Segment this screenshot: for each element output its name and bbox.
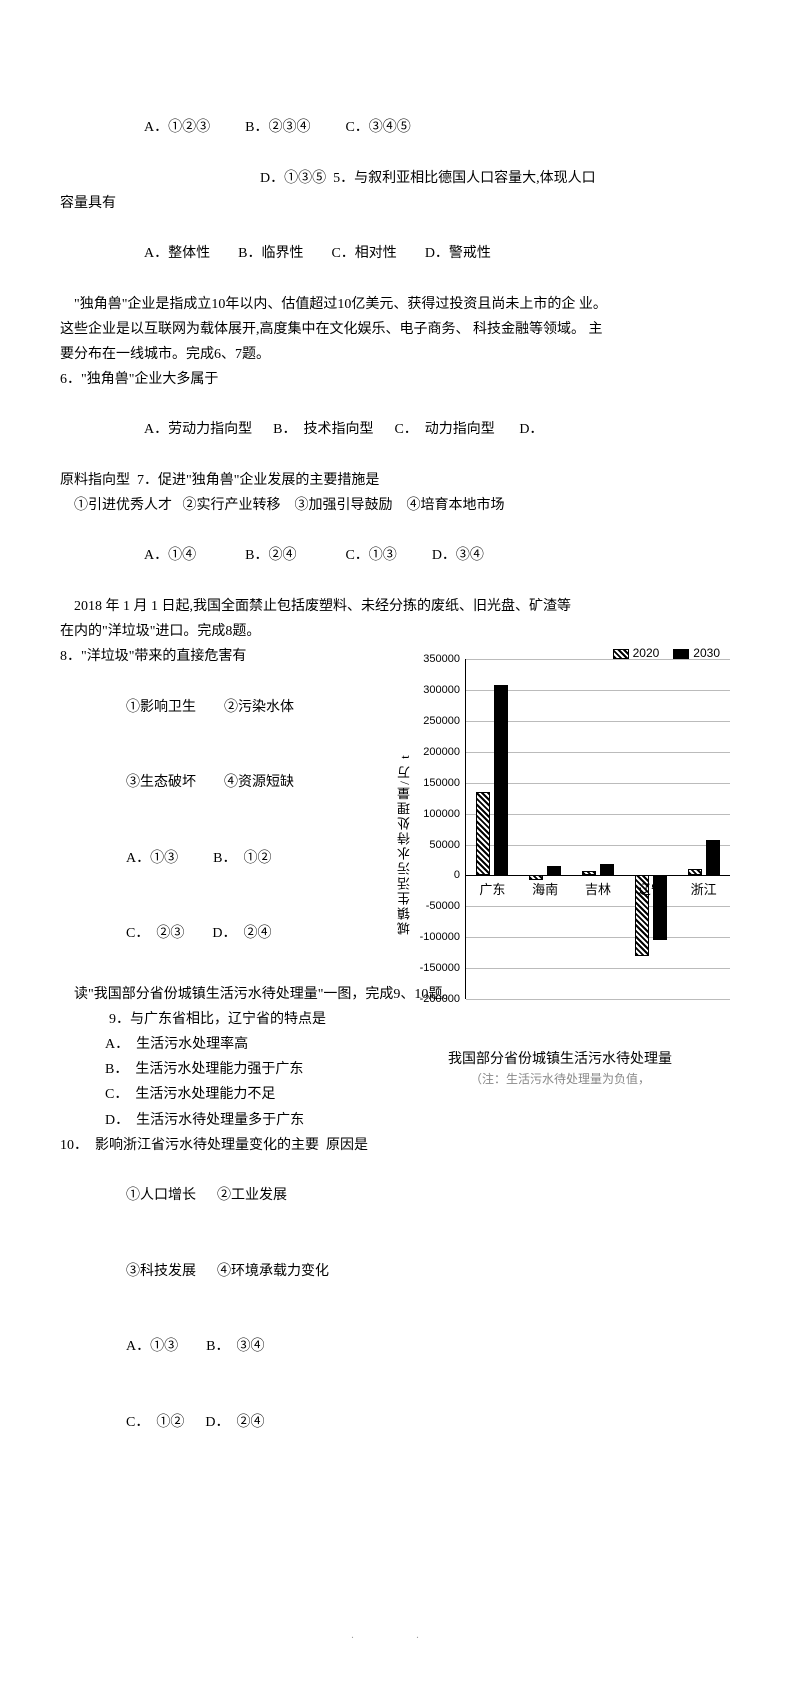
opt: C． ②③ <box>126 926 184 941</box>
ytick-label: 200000 <box>423 746 466 758</box>
bar <box>600 864 614 875</box>
bar <box>706 840 720 876</box>
plot-area: -200000-150000-100000-500000500001000001… <box>465 659 730 999</box>
opt: D． <box>519 422 543 437</box>
legend-swatch-2020 <box>613 649 629 659</box>
item: ①影响卫生 <box>126 700 196 715</box>
opt: D．警戒性 <box>425 246 491 261</box>
ytick-label: 350000 <box>423 653 466 665</box>
q5-cont: 容量具有 <box>60 191 740 216</box>
ytick-label: -150000 <box>420 962 466 974</box>
item: ①人口增长 <box>126 1188 196 1203</box>
passage2-l2: 在内的"洋垃圾"进口。完成8题。 <box>60 619 740 644</box>
bar <box>547 866 561 875</box>
passage2-l1: 2018 年 1 月 1 日起,我国全面禁止包括废塑料、未经分拣的废纸、旧光盘、… <box>60 594 740 619</box>
q7-options: A．①④ B．②④ C．①③ D．③④ <box>60 518 740 594</box>
q10-stem: 10． 影响浙江省污水待处理量变化的主要 原因是 <box>60 1133 740 1158</box>
ytick-label: 0 <box>454 869 466 881</box>
opt: B．②③④ <box>245 120 310 135</box>
opt: C． ①② <box>126 1415 184 1430</box>
opt: B．临界性 <box>238 246 303 261</box>
item: ③生态破坏 <box>126 775 196 790</box>
opt: D．③④ <box>432 548 484 563</box>
opt: B．②④ <box>245 548 296 563</box>
q6-options: A．劳动力指向型 B． 技术指向型 C． 动力指向型 D． <box>60 392 740 468</box>
ytick-label: 100000 <box>423 808 466 820</box>
bar <box>476 792 490 875</box>
opt: D． ②④ <box>212 926 271 941</box>
item: ②工业发展 <box>217 1188 287 1203</box>
item: ③科技发展 <box>126 1264 196 1279</box>
chart-legend: 2020 2030 <box>613 646 720 660</box>
opt: D． ②④ <box>205 1415 264 1430</box>
item: ④环境承载力变化 <box>217 1264 329 1279</box>
q-pre-d-and-q5: D．①③⑤ 5．与叙利亚相比德国人口容量大,体现人口 <box>60 166 740 191</box>
opt: C． 动力指向型 <box>394 422 494 437</box>
item: ②污染水体 <box>224 700 294 715</box>
q7-items: ①引进优秀人才 ②实行产业转移 ③加强引导鼓励 ④培育本地市场 <box>60 493 740 518</box>
passage1-l1: "独角兽"企业是指成立10年以内、估值超过10亿美元、获得过投资且尚未上市的企 … <box>60 292 740 317</box>
opt: A．①③ <box>126 1339 178 1354</box>
opt: B． 技术指向型 <box>273 422 373 437</box>
xlabel: 浙江 <box>691 879 717 898</box>
gridline <box>466 906 730 907</box>
gridline <box>466 999 730 1000</box>
opt: B． ③④ <box>206 1339 264 1354</box>
legend-swatch-2030 <box>673 649 689 659</box>
ytick-label: 50000 <box>429 839 466 851</box>
bar <box>494 685 508 875</box>
q7-lead: 原料指向型 7．促进"独角兽"企业发展的主要措施是 <box>60 468 740 493</box>
xlabel: 海南 <box>532 879 558 898</box>
opt: C．①③ <box>345 548 396 563</box>
ytick-label: 250000 <box>423 715 466 727</box>
opt: A．①④ <box>144 548 196 563</box>
chart-container: 2020 2030 城镇生活污水待处理量/万 t -200000-150000-… <box>370 644 750 1087</box>
ytick-label: -50000 <box>426 900 466 912</box>
ytick-label: 150000 <box>423 777 466 789</box>
xlabel: 辽宁 <box>638 879 664 898</box>
ytick-label: -200000 <box>420 993 466 1005</box>
passage1-l3: 要分布在一线城市。完成6、7题。 <box>60 342 740 367</box>
q10-items-row1: ①人口增长 ②工业发展 <box>60 1158 740 1234</box>
q10-opts-row1: A．①③ B． ③④ <box>60 1309 740 1385</box>
q9-optD: D． 生活污水待处理量多于广东 <box>60 1108 740 1133</box>
opt: A．①②③ <box>144 120 210 135</box>
gridline <box>466 875 730 876</box>
passage1-l2: 这些企业是以互联网为载体展开,高度集中在文化娱乐、电子商务、 科技金融等领域。 … <box>60 317 740 342</box>
opt: A．①③ <box>126 851 178 866</box>
item: ④资源短缺 <box>224 775 294 790</box>
q-pre-options: A．①②③ B．②③④ C．③④⑤ <box>60 90 740 166</box>
opt: A．劳动力指向型 <box>144 422 252 437</box>
opt: C．相对性 <box>331 246 396 261</box>
xlabel: 吉林 <box>585 879 611 898</box>
ytick-label: 300000 <box>423 684 466 696</box>
gridline <box>466 659 730 660</box>
q6-stem: 6．"独角兽"企业大多属于 <box>60 367 740 392</box>
opt: B． ①② <box>213 851 271 866</box>
opt: A．整体性 <box>144 246 210 261</box>
q5-options: A．整体性 B．临界性 C．相对性 D．警戒性 <box>60 216 740 292</box>
page-footer-dots: . . <box>60 1630 740 1641</box>
legend-label: 2020 <box>633 646 660 660</box>
xlabel: 广东 <box>479 879 505 898</box>
chart-note: （注：生活污水待处理量为负值， <box>370 1070 750 1087</box>
bar-chart: 2020 2030 城镇生活污水待处理量/万 t -200000-150000-… <box>370 644 750 1044</box>
y-axis-label: 城镇生活污水待处理量/万 t <box>395 753 414 934</box>
bar <box>582 871 596 876</box>
gridline <box>466 937 730 938</box>
legend-label: 2030 <box>693 646 720 660</box>
q10-opts-row2: C． ①② D． ②④ <box>60 1385 740 1461</box>
ytick-label: -100000 <box>420 931 466 943</box>
bar <box>688 869 702 875</box>
q10-items-row2: ③科技发展 ④环境承载力变化 <box>60 1233 740 1309</box>
chart-caption: 我国部分省份城镇生活污水待处理量 <box>370 1048 750 1068</box>
opt: C．③④⑤ <box>345 120 410 135</box>
gridline <box>466 968 730 969</box>
